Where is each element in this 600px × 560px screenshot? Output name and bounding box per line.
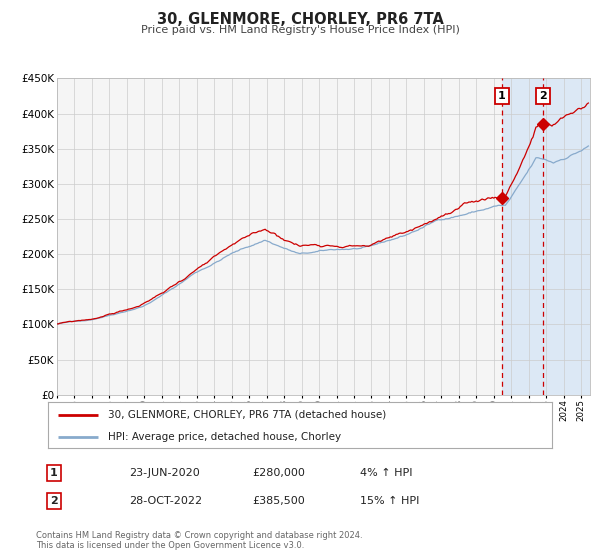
Bar [502, 78, 590, 395]
Text: 2: 2 [539, 91, 547, 101]
Text: 1: 1 [50, 468, 58, 478]
Text: 28-OCT-2022: 28-OCT-2022 [129, 496, 202, 506]
Text: 2: 2 [50, 496, 58, 506]
Text: 1: 1 [498, 91, 506, 101]
Text: Price paid vs. HM Land Registry's House Price Index (HPI): Price paid vs. HM Land Registry's House … [140, 25, 460, 35]
Text: 30, GLENMORE, CHORLEY, PR6 7TA (detached house): 30, GLENMORE, CHORLEY, PR6 7TA (detached… [109, 410, 387, 420]
Text: Contains HM Land Registry data © Crown copyright and database right 2024.
This d: Contains HM Land Registry data © Crown c… [36, 530, 362, 550]
Text: 23-JUN-2020: 23-JUN-2020 [129, 468, 200, 478]
Text: 15% ↑ HPI: 15% ↑ HPI [360, 496, 419, 506]
Text: HPI: Average price, detached house, Chorley: HPI: Average price, detached house, Chor… [109, 432, 341, 441]
Text: 4% ↑ HPI: 4% ↑ HPI [360, 468, 413, 478]
Text: 30, GLENMORE, CHORLEY, PR6 7TA: 30, GLENMORE, CHORLEY, PR6 7TA [157, 12, 443, 27]
Text: £385,500: £385,500 [252, 496, 305, 506]
Text: £280,000: £280,000 [252, 468, 305, 478]
